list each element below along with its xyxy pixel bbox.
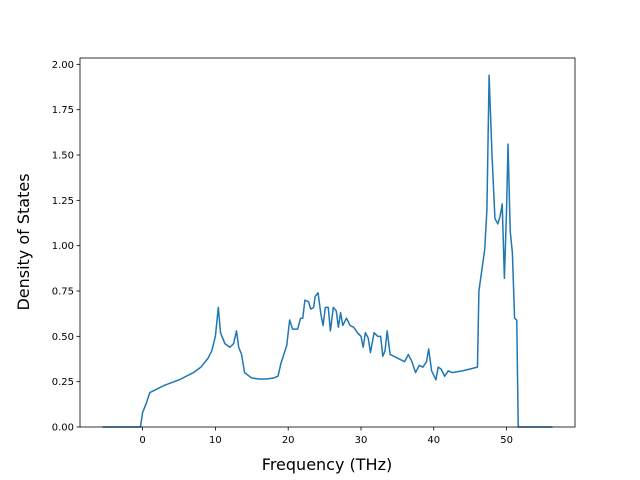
x-tick-label: 50 [500,435,513,446]
y-tick-label: 2.00 [52,60,74,71]
line-series [102,74,553,428]
y-tick-label: 0.25 [52,377,74,388]
y-tick-label: 1.50 [52,151,74,162]
x-tick-label: 20 [282,435,295,446]
y-tick-label: 1.25 [52,196,74,207]
plot-frame [79,57,576,428]
y-axis-label: Density of States [14,173,33,310]
x-tick-label: 0 [139,435,145,446]
x-tick-label: 40 [427,435,440,446]
y-tick-label: 0.50 [52,332,74,343]
x-tick-label: 30 [355,435,368,446]
y-tick-label: 0.00 [52,423,74,434]
y-tick-label: 1.00 [52,241,74,252]
y-tick-label: 1.75 [52,105,74,116]
y-tick-label: 0.75 [52,287,74,298]
x-tick-label: 10 [209,435,222,446]
x-axis-label: Frequency (THz) [262,455,392,474]
